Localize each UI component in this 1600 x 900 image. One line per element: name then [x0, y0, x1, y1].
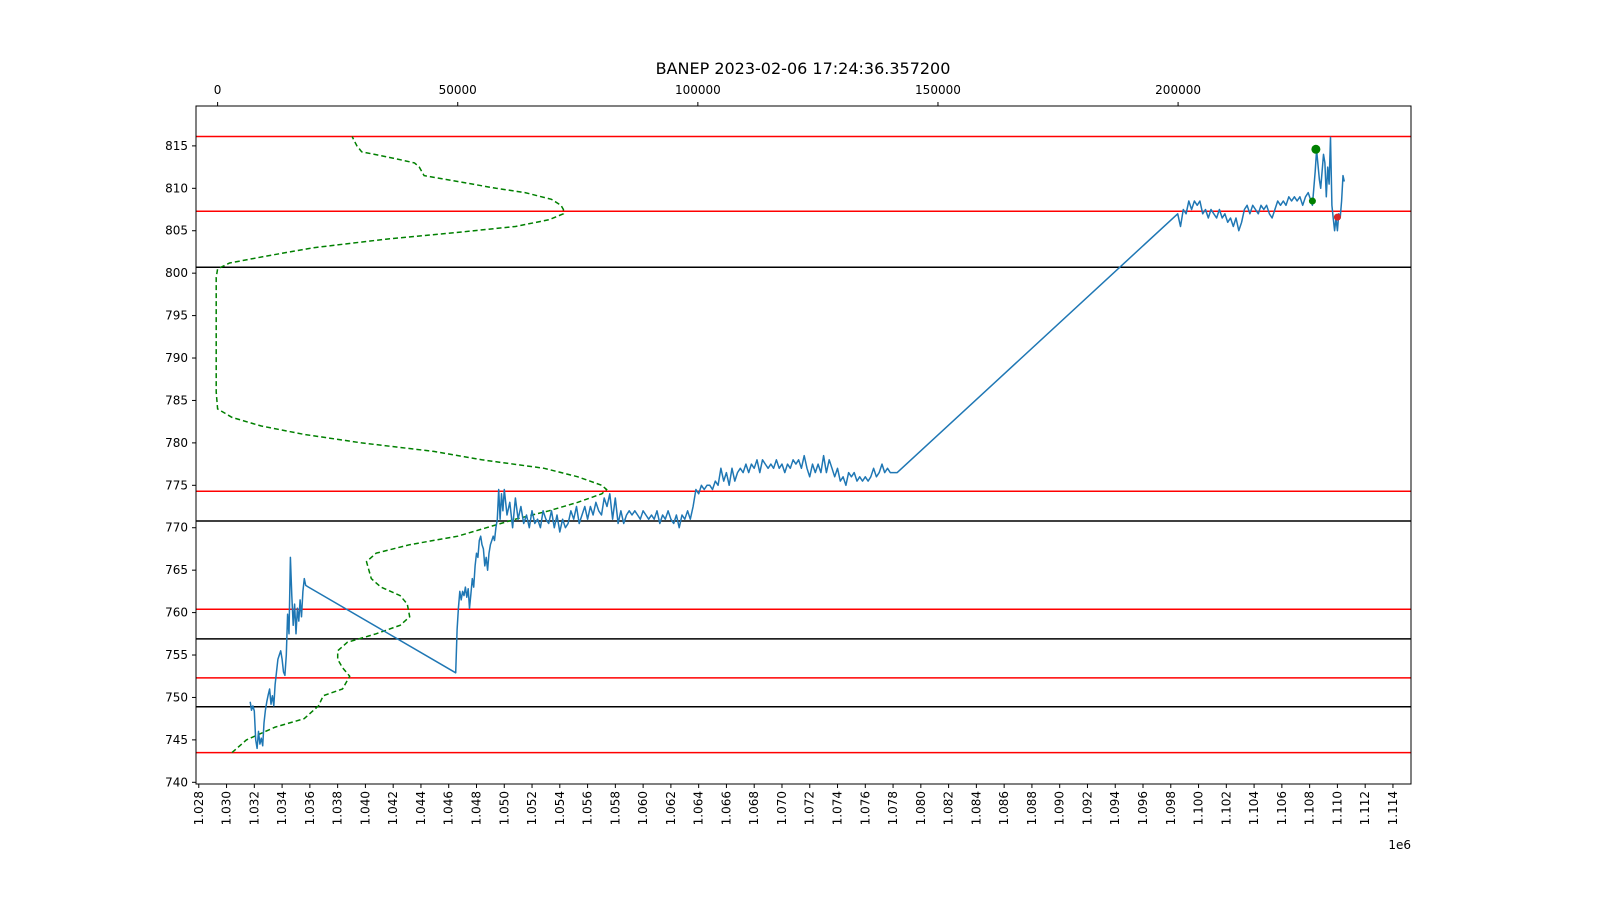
x-tick-label: 1.090	[1053, 791, 1067, 825]
x-tick-label: 1.080	[914, 791, 928, 825]
y-tick-label: 745	[165, 733, 188, 747]
x-tick-label: 1.034	[275, 791, 289, 825]
x-tick-label: 1.114	[1386, 791, 1400, 825]
x-tick-label: 1.102	[1219, 791, 1233, 825]
y-axis: 740 745 750 755 760 765 770 775 780 785 790 795 800 8…	[165, 139, 196, 789]
y-tick-label: 785	[165, 393, 188, 407]
plot-frame	[195, 105, 1412, 785]
volume-profile-line	[215, 136, 608, 754]
x-tick-label: 1.096	[1136, 791, 1150, 825]
x-tick-label: 1.070	[775, 791, 789, 825]
x-tick-label: 1.038	[331, 791, 345, 825]
x-tick-label: 1.042	[386, 791, 400, 825]
x-tick-label: 1.072	[803, 791, 817, 825]
plot-area	[196, 135, 1411, 754]
x-tick-label: 1.054	[553, 791, 567, 825]
x-tick-label: 1.060	[636, 791, 650, 825]
y-tick-label: 780	[165, 436, 188, 450]
top-x-tick-label: 50000	[439, 83, 477, 97]
x-tick-label: 1.056	[581, 791, 595, 825]
x-tick-label: 1.046	[442, 791, 456, 825]
trade-marker	[1333, 213, 1341, 221]
y-tick-label: 750	[165, 690, 188, 704]
x-tick-label: 1.084	[969, 791, 983, 825]
y-tick-label: 810	[165, 181, 188, 195]
trade-marker	[1311, 144, 1321, 154]
y-tick-label: 815	[165, 139, 188, 153]
y-tick-label: 805	[165, 224, 188, 238]
x-tick-label: 1.078	[886, 791, 900, 825]
x-tick-label: 1.076	[858, 791, 872, 825]
price-line	[249, 136, 1346, 750]
top-x-tick-label: 0	[214, 83, 222, 97]
x-tick-label: 1.108	[1303, 791, 1317, 825]
x-tick-label: 1.086	[997, 791, 1011, 825]
x-tick-label: 1.036	[303, 791, 317, 825]
x-tick-label: 1.066	[719, 791, 733, 825]
x-tick-label: 1.030	[220, 791, 234, 825]
x-tick-label: 1.110	[1330, 791, 1344, 825]
x-offset-label: 1e6	[1388, 838, 1411, 852]
y-tick-label: 765	[165, 563, 188, 577]
x-tick-label: 1.058	[608, 791, 622, 825]
level-lines	[196, 135, 1411, 754]
x-tick-label: 1.094	[1108, 791, 1122, 825]
y-tick-label: 740	[165, 775, 188, 789]
x-tick-label: 1.040	[358, 791, 372, 825]
x-tick-label: 1.032	[247, 791, 261, 825]
x-tick-label: 1.100	[1192, 791, 1206, 825]
x-tick-label: 1.052	[525, 791, 539, 825]
y-tick-label: 770	[165, 521, 188, 535]
x-tick-label: 1.092	[1080, 791, 1094, 825]
y-tick-label: 800	[165, 266, 188, 280]
y-tick-label: 795	[165, 309, 188, 323]
x-tick-label: 1.068	[747, 791, 761, 825]
x-tick-label: 1.064	[692, 791, 706, 825]
x-tick-label: 1.048	[469, 791, 483, 825]
y-tick-label: 760	[165, 606, 188, 620]
top-x-tick-label: 200000	[1155, 83, 1201, 97]
y-tick-label: 755	[165, 648, 188, 662]
top-x-tick-label: 100000	[675, 83, 721, 97]
x-tick-label: 1.104	[1247, 791, 1261, 825]
y-tick-label: 775	[165, 478, 188, 492]
x-tick-label: 1.098	[1164, 791, 1178, 825]
x-tick-label: 1.082	[942, 791, 956, 825]
x-axis: 1.028 1.030 1.032 1.034 1.036 1.038 1.040 1.042…	[192, 784, 1400, 825]
series-layer	[215, 136, 1346, 754]
top-x-tick-label: 150000	[915, 83, 961, 97]
x-tick-label: 1.106	[1275, 791, 1289, 825]
x-tick-label: 1.028	[192, 791, 206, 825]
x-tick-label: 1.112	[1358, 791, 1372, 825]
x-tick-label: 1.088	[1025, 791, 1039, 825]
x-tick-label: 1.044	[414, 791, 428, 825]
markers-layer	[1308, 144, 1341, 221]
top-x-axis: 0 50000 100000 150000 200000	[214, 83, 1201, 106]
y-tick-label: 790	[165, 351, 188, 365]
trade-marker	[1308, 197, 1316, 205]
x-tick-label: 1.050	[497, 791, 511, 825]
x-tick-label: 1.062	[664, 791, 678, 825]
chart-title: BANEP 2023-02-06 17:24:36.357200	[656, 59, 951, 78]
x-tick-label: 1.074	[831, 791, 845, 825]
